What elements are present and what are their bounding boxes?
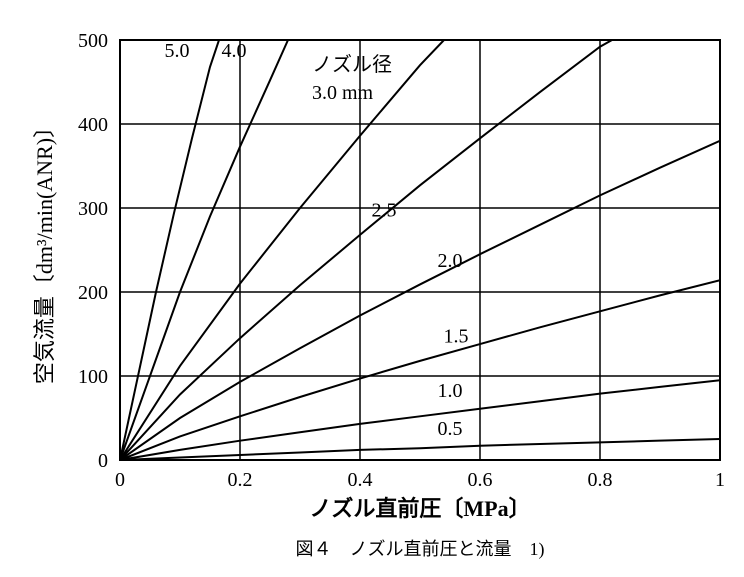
series-label-0.5: 0.5 bbox=[438, 418, 463, 440]
x-tick-label: 1 bbox=[715, 469, 725, 491]
series-4.0 bbox=[120, 40, 288, 460]
series-label-5.0: 5.0 bbox=[165, 40, 190, 62]
y-tick-label: 400 bbox=[78, 114, 108, 136]
x-tick-label: 0.6 bbox=[468, 469, 493, 491]
chart-container: 0.5 1.0 1.5 2.0 2.5 ノズル径 3.0 mm 4.0 5.0 0 0.2 0.4 0.… bbox=[20, 20, 724, 537]
y-tick-label: 200 bbox=[78, 282, 108, 304]
y-tick-label: 500 bbox=[78, 30, 108, 52]
x-axis-label: ノズル直前圧〔MPa〕 bbox=[309, 496, 530, 521]
y-axis-label: 空気流量〔dm³/min(ANR)〕 bbox=[32, 116, 57, 384]
x-tick-label: 0 bbox=[115, 469, 125, 491]
series-label-3.0: 3.0 mm bbox=[312, 82, 374, 104]
x-tick-label: 0.8 bbox=[588, 469, 613, 491]
series-0.5 bbox=[120, 439, 720, 460]
series-1.5 bbox=[120, 280, 720, 460]
x-tick-label: 0.4 bbox=[348, 469, 373, 491]
flow-pressure-chart: 0.5 1.0 1.5 2.0 2.5 ノズル径 3.0 mm 4.0 5.0 0 0.2 0.4 0.… bbox=[20, 20, 744, 577]
y-tick-label: 300 bbox=[78, 198, 108, 220]
series-label-4.0: 4.0 bbox=[222, 40, 247, 62]
series-label-1.5: 1.5 bbox=[444, 325, 469, 347]
y-tick-label: 100 bbox=[78, 366, 108, 388]
series-2.0 bbox=[120, 141, 720, 460]
series-3.0 bbox=[120, 40, 444, 460]
y-tick-label: 0 bbox=[98, 450, 108, 472]
series-label-2.5: 2.5 bbox=[372, 199, 397, 221]
series-label-1.0: 1.0 bbox=[438, 380, 463, 402]
series-5.0 bbox=[120, 40, 219, 460]
nozzle-diameter-header: ノズル径 bbox=[312, 53, 392, 76]
x-tick-label: 0.2 bbox=[228, 469, 253, 491]
series-label-2.0: 2.0 bbox=[438, 250, 463, 272]
